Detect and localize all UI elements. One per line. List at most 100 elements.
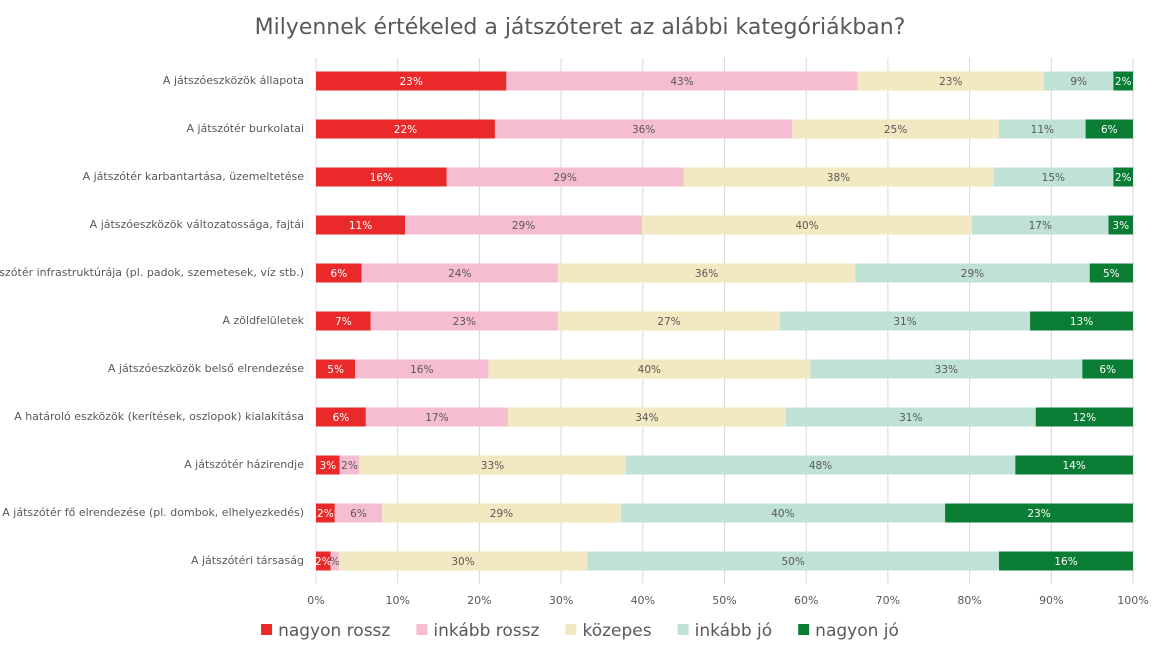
x-tick-label: 10% [385,594,409,607]
bar-segment [488,359,811,379]
bar-segment [785,407,1036,427]
x-tick-label: 100% [1117,594,1148,607]
legend-label: nagyon rossz [278,621,390,641]
bar-segment [1043,71,1114,91]
bar-segment [365,407,508,427]
y-tick-label: A játszótér infrastruktúrája (pl. padok,… [0,266,304,279]
bar-segment [1113,71,1133,91]
legend-label: inkább jó [695,621,773,641]
data-label: 5% [327,364,344,376]
data-label: 6% [1101,124,1118,136]
bar-segment [494,119,793,139]
legend-swatch [677,624,689,635]
data-label: 29% [961,268,984,280]
bar-segment [993,167,1114,187]
legend-swatch [261,624,273,635]
bar-segment [972,215,1109,235]
data-label: 2% [1115,76,1132,88]
data-label: 14% [1063,460,1086,472]
bar-segment [1085,119,1133,139]
data-label: 29% [490,508,513,520]
data-label: 2% [341,460,358,472]
data-label: 40% [638,364,661,376]
data-label: 29% [512,220,535,232]
data-label: 36% [632,124,655,136]
data-label: 17% [425,412,448,424]
bar-segment [361,263,558,283]
bar-segment [334,503,383,523]
data-label: 24% [448,268,471,280]
bar-segment [382,503,621,523]
data-label: 40% [795,220,818,232]
bar-segment [855,263,1090,283]
bar-segment [625,455,1016,475]
legend-swatch [798,624,810,635]
data-label: 2% [315,556,332,568]
x-tick-label: 80% [957,594,981,607]
legend-label: közepes [582,621,651,641]
bar-segment [857,71,1044,91]
data-label: % [330,556,340,568]
bar-segment [316,71,507,91]
y-tick-label: A játszótér fő elrendezése (pl. dombok, … [2,506,304,519]
data-label: 50% [781,556,804,568]
y-tick-label: A játszótér karbantartása, üzemeltetése [83,170,305,183]
bar-segment [316,551,331,571]
data-label: 3% [1112,220,1129,232]
bar-segment [1082,359,1133,379]
bar-segment [316,359,356,379]
x-tick-label: 20% [467,594,491,607]
bar-segment [338,551,588,571]
bar-segment [999,119,1086,139]
data-label: 31% [899,412,922,424]
data-label: 34% [635,412,658,424]
bar-segment [370,311,558,331]
data-label: 9% [1070,76,1087,88]
data-label: 11% [1031,124,1054,136]
y-tick-label: A játszótéri társaság [191,554,304,567]
y-tick-label: A zöldfelületek [222,314,304,327]
data-label: 6% [331,268,348,280]
legend-swatch [416,624,428,635]
data-label: 25% [884,124,907,136]
data-label: 43% [670,76,693,88]
data-label: 7% [335,316,352,328]
data-label: 27% [657,316,680,328]
bar-segment [1108,215,1133,235]
bar-segment [792,119,1000,139]
bar-segment [316,119,495,139]
data-label: 40% [771,508,794,520]
data-label: 12% [1073,412,1096,424]
bar-segment [1035,407,1133,427]
bar-segment [810,359,1083,379]
bar-segment [330,551,339,571]
x-tick-label: 30% [549,594,573,607]
bar-segment [446,167,684,187]
data-label: 33% [481,460,504,472]
y-tick-label: A határoló eszközök (kerítések, oszlopok… [14,410,304,423]
x-tick-label: 90% [1039,594,1063,607]
legend-swatch [565,624,577,635]
data-label: 22% [394,124,417,136]
bar-segment [316,167,447,187]
y-tick-label: A játszóeszközök belső elrendezése [108,362,304,375]
legend-label: inkább rossz [433,621,539,641]
bar-segment [1015,455,1133,475]
bar-segment [587,551,1000,571]
bar-segment [1113,167,1133,187]
data-label: 38% [827,172,850,184]
bar-segment [507,407,786,427]
bar-segment [1030,311,1133,331]
bar-segment [316,215,406,235]
data-label: 13% [1070,316,1093,328]
data-label: 33% [935,364,958,376]
data-label: 29% [554,172,577,184]
data-label: 2% [1115,172,1132,184]
bar-segment [359,455,626,475]
bar-segment [780,311,1031,331]
bar-segment [999,551,1133,571]
bar-segment [641,215,973,235]
bar-segment [316,455,340,475]
bar-segment [339,455,360,475]
